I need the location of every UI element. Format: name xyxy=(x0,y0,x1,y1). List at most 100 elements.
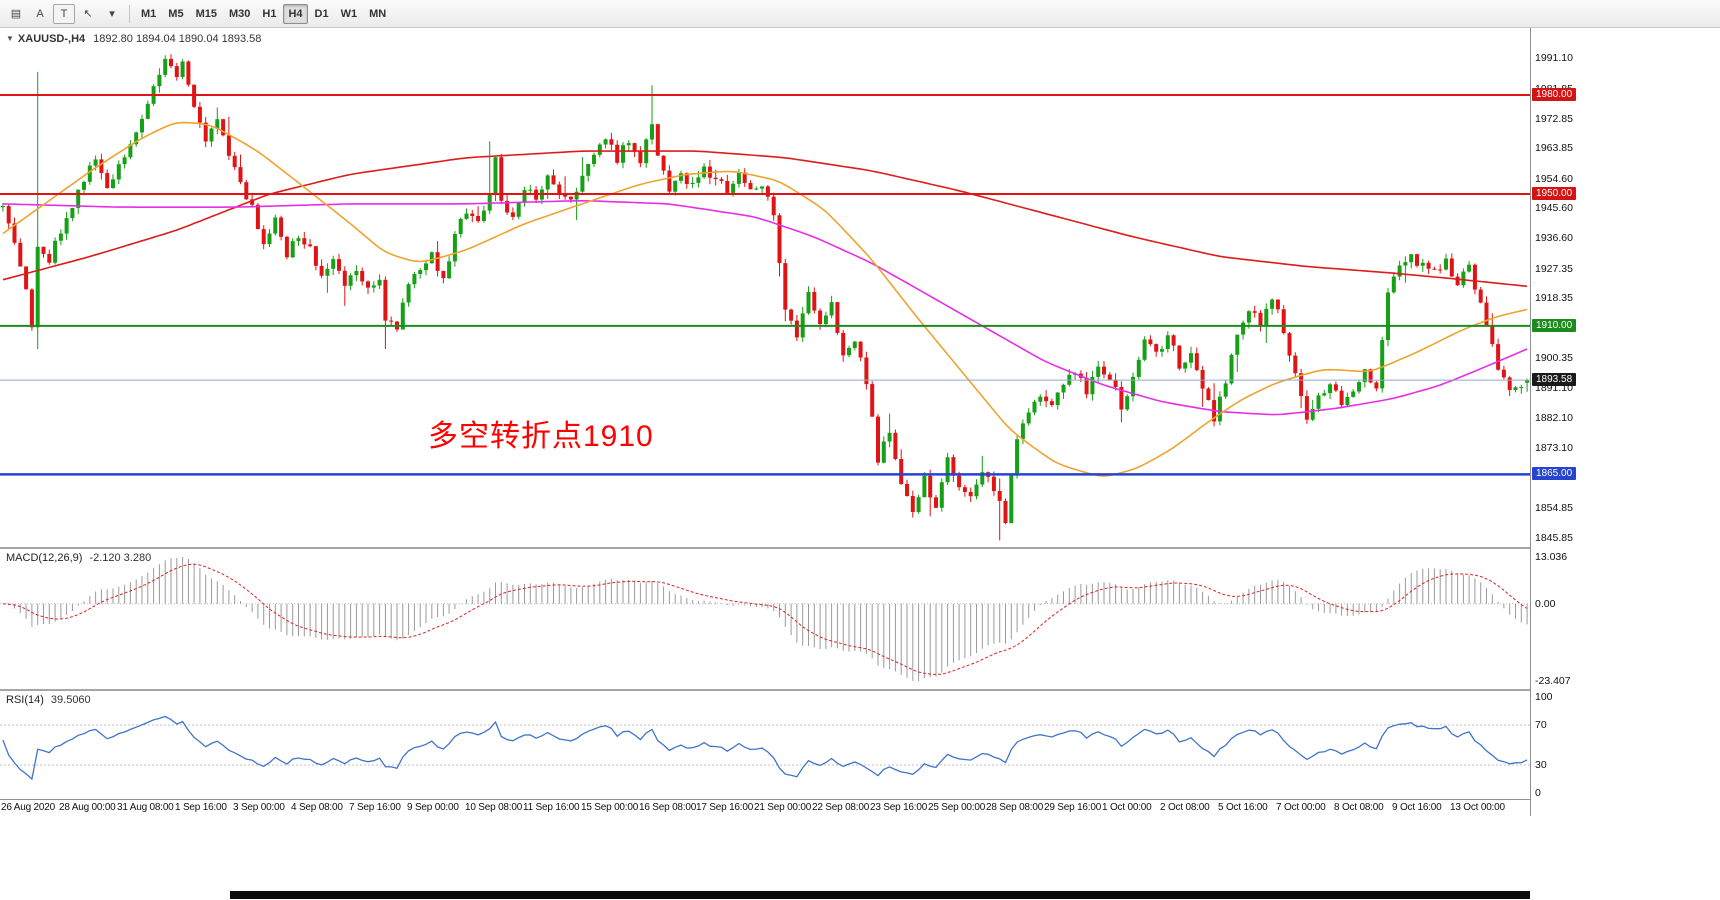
timeframes-group: M1 M5 M15 M30 H1 H4 D1 W1 MN xyxy=(136,3,391,24)
price-tick: 1963.85 xyxy=(1535,142,1573,154)
chart-window: ▼ XAUUSD-,H4 1892.80 1894.04 1890.04 1893.… xyxy=(0,28,1720,900)
rsi-line xyxy=(2,715,1528,781)
date-label: 7 Oct 00:00 xyxy=(1276,802,1326,813)
bear-candle-bodies xyxy=(6,58,1512,523)
date-label: 5 Oct 16:00 xyxy=(1218,802,1268,813)
date-label: 11 Sep 16:00 xyxy=(523,802,580,813)
date-label: 22 Sep 08:00 xyxy=(812,802,870,813)
date-label: 15 Sep 00:00 xyxy=(581,802,639,813)
date-label: 13 Oct 00:00 xyxy=(1450,802,1505,813)
macd-axis-zero: 0.00 xyxy=(1535,598,1556,610)
price-tick: 1845.85 xyxy=(1535,532,1573,544)
price-tick: 1972.85 xyxy=(1535,113,1573,125)
timeframe-button-h4[interactable]: H4 xyxy=(283,3,308,24)
price-tick: 1900.35 xyxy=(1535,352,1573,364)
price-badge: 1893.58 xyxy=(1532,373,1577,386)
price-tick: 1991.10 xyxy=(1535,52,1573,64)
date-label: 26 Aug 2020 xyxy=(1,802,55,813)
price-badge: 1950.00 xyxy=(1532,187,1577,200)
timeframe-button-m15[interactable]: M15 xyxy=(195,7,217,20)
ohlc-values: 1892.80 1894.04 1890.04 1893.58 xyxy=(93,33,262,45)
chart-ohlc-header: ▼ XAUUSD-,H4 1892.80 1894.04 1890.04 1893.… xyxy=(6,33,261,45)
macd-axis-max: 13.036 xyxy=(1535,551,1568,563)
price-tick: 1927.35 xyxy=(1535,263,1573,275)
bull-candle-bodies xyxy=(0,58,1530,524)
rsi-panel-canvas[interactable] xyxy=(0,691,1530,799)
price-badge: 1980.00 xyxy=(1532,88,1577,101)
date-label: 10 Sep 08:00 xyxy=(465,802,523,813)
timeframe-button-mn[interactable]: MN xyxy=(369,7,387,20)
timeframe-button-m30[interactable]: M30 xyxy=(228,7,251,20)
rsi-axis-tick: 0 xyxy=(1535,787,1541,799)
ma-medium-magenta[interactable] xyxy=(2,200,1528,416)
macd-indicator-values: -2.120 3.280 xyxy=(89,552,152,564)
date-label: 9 Oct 16:00 xyxy=(1392,802,1442,813)
date-label: 4 Sep 08:00 xyxy=(291,802,343,813)
main-chart-canvas[interactable] xyxy=(0,28,1530,547)
ma-slow-red[interactable] xyxy=(2,150,1528,288)
price-tick: 1854.85 xyxy=(1535,502,1573,514)
macd-signal-line xyxy=(2,563,1528,676)
price-tick: 1873.10 xyxy=(1535,442,1573,454)
date-label: 9 Sep 00:00 xyxy=(407,802,459,813)
cursor-tool-icon[interactable]: ↖ xyxy=(83,8,93,20)
price-axis[interactable]: 1991.101981.851972.851963.851954.601945.… xyxy=(1530,28,1610,816)
date-label: 21 Sep 00:00 xyxy=(754,802,812,813)
macd-label: MACD(12,26,9) -2.120 3.280 xyxy=(6,552,151,564)
bottom-black-bar xyxy=(230,891,1530,899)
rsi-indicator-name: RSI(14) xyxy=(6,694,44,706)
date-label: 31 Aug 08:00 xyxy=(117,802,174,813)
date-label: 25 Sep 00:00 xyxy=(928,802,986,813)
price-tick: 1936.60 xyxy=(1535,232,1573,244)
date-label: 1 Oct 00:00 xyxy=(1102,802,1152,813)
timeframe-button-m5[interactable]: M5 xyxy=(168,7,184,20)
price-tick: 1945.60 xyxy=(1535,202,1573,214)
rsi-axis-tick: 70 xyxy=(1535,719,1547,731)
price-tick: 1882.10 xyxy=(1535,412,1573,424)
ma-fast-orange[interactable] xyxy=(2,121,1528,477)
drawing-tools-group: ▤ A T ↖ ▾ xyxy=(5,3,123,24)
timeframe-button-d1[interactable]: D1 xyxy=(314,7,329,20)
macd-histogram xyxy=(8,557,1528,681)
price-tick: 1954.60 xyxy=(1535,173,1573,185)
timeframe-button-m1[interactable]: M1 xyxy=(141,7,157,20)
collapse-icon[interactable]: ▼ xyxy=(6,34,14,43)
macd-axis-min: -23.407 xyxy=(1535,675,1571,687)
toolbar: ▤ A T ↖ ▾ M1 M5 M15 M30 H1 H4 D1 W1 MN xyxy=(0,0,1720,28)
price-badge: 1865.00 xyxy=(1532,467,1577,480)
date-label: 23 Sep 16:00 xyxy=(870,802,928,813)
rsi-label: RSI(14) 39.5060 xyxy=(6,694,91,706)
date-label: 28 Sep 08:00 xyxy=(986,802,1044,813)
rsi-axis-tick: 30 xyxy=(1535,759,1547,771)
date-label: 29 Sep 16:00 xyxy=(1044,802,1102,813)
timeframe-button-w1[interactable]: W1 xyxy=(340,7,358,20)
rsi-indicator-value: 39.5060 xyxy=(50,694,91,706)
date-axis-border xyxy=(0,799,1608,800)
tool-dropdown-caret-icon[interactable]: ▾ xyxy=(109,8,115,20)
symbol-period-label: XAUUSD-,H4 xyxy=(17,33,86,45)
date-label: 17 Sep 16:00 xyxy=(696,802,754,813)
date-label: 2 Oct 08:00 xyxy=(1160,802,1210,813)
date-label: 3 Sep 00:00 xyxy=(233,802,285,813)
toolbar-separator xyxy=(129,4,130,23)
text-label-icon[interactable]: A xyxy=(36,7,44,20)
price-badge: 1910.00 xyxy=(1532,319,1577,332)
indicators-icon[interactable]: ▤ xyxy=(10,8,22,20)
bear-candle-wicks xyxy=(8,54,1511,541)
price-tick: 1918.35 xyxy=(1535,292,1573,304)
rsi-panel-divider[interactable] xyxy=(0,689,1608,691)
macd-indicator-name: MACD(12,26,9) xyxy=(6,552,83,564)
date-label: 8 Oct 08:00 xyxy=(1334,802,1384,813)
date-label: 16 Sep 08:00 xyxy=(639,802,697,813)
text-box-icon[interactable]: T xyxy=(53,3,75,24)
date-label: 1 Sep 16:00 xyxy=(175,802,227,813)
date-label: 7 Sep 16:00 xyxy=(349,802,401,813)
timeframe-button-h1[interactable]: H1 xyxy=(262,7,277,20)
rsi-axis-tick: 100 xyxy=(1535,691,1553,703)
macd-panel-canvas[interactable] xyxy=(0,549,1530,689)
date-axis[interactable]: 26 Aug 2020 28 Aug 00:00 31 Aug 08:00 1 Sep… xyxy=(0,800,1608,816)
chart-annotation-text[interactable]: 多空转折点1910 xyxy=(428,420,654,453)
date-label: 28 Aug 00:00 xyxy=(59,802,116,813)
bull-candle-wicks xyxy=(2,55,1528,524)
macd-panel-divider[interactable] xyxy=(0,547,1608,549)
